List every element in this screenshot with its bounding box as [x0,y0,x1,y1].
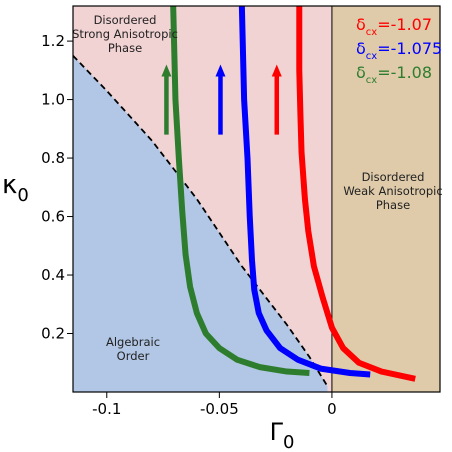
region-weak-anisotropic [331,6,440,392]
up-arrow-1 [161,64,172,135]
y-tick-label: 0.6 [41,208,65,226]
y-tick-label: 0.2 [41,325,65,343]
y-tick-label: 1.2 [41,32,65,50]
phase-boundary-dashed-line [73,55,329,387]
region-label-3: Algebraic Order [106,335,160,363]
up-arrow-2 [215,64,226,135]
legend-entry-3: δcx=-1.08 [356,63,432,86]
x-tick-label: -0.05 [200,400,239,418]
plot-frame [72,5,441,393]
up-arrow-3 [271,64,282,135]
region-label-2: Disordered Weak Anisotropic Phase [343,170,442,212]
series-line-1 [296,6,416,382]
series-line-3 [170,6,310,376]
y-tick-label: 1.0 [41,91,65,109]
legend-entry-2: δcx=-1.075 [356,39,442,62]
y-axis-title: κ0 [2,170,29,206]
legend-entry-1: δcx=-1.07 [356,15,432,38]
x-tick-label: -0.1 [92,400,121,418]
x-tick-label: 0 [327,400,337,418]
series-line-2 [238,6,371,378]
x-axis-title: Γ0 [270,418,295,452]
region-algebraic-order [73,55,328,392]
region-label-1: Disordered Strong Anisotropic Phase [72,13,178,55]
y-tick-label: 0.8 [41,149,65,167]
y-tick-label: 0.4 [41,266,65,284]
